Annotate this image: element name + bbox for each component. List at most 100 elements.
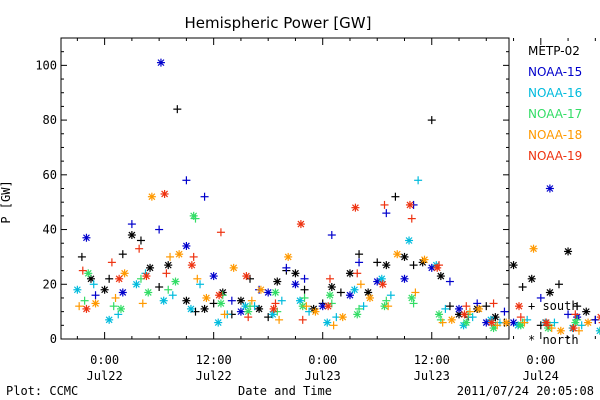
north-point [323, 318, 332, 327]
y-tick-label: 40 [43, 223, 57, 237]
north-point [236, 307, 245, 316]
north-point [455, 304, 464, 313]
south-point [118, 250, 127, 259]
south-point [89, 280, 98, 289]
south-point [500, 307, 509, 316]
north-point [82, 304, 91, 313]
legend-entry: NOAA-17 [528, 107, 582, 121]
south-point [164, 285, 173, 294]
south-point [168, 291, 177, 300]
north-point [571, 318, 580, 327]
south-point [135, 244, 144, 253]
south-point [264, 313, 273, 322]
north-point [269, 304, 278, 313]
south-point [300, 293, 309, 302]
north-point [146, 263, 155, 272]
north-point [502, 318, 511, 327]
south-point [577, 321, 586, 330]
north-point [378, 280, 387, 289]
legend-entry: NOAA-16 [528, 86, 582, 100]
south-point [216, 228, 225, 237]
north-point [214, 318, 223, 327]
south-point [155, 283, 164, 292]
south-point [155, 225, 164, 234]
south-point [550, 318, 559, 327]
north-point [447, 315, 456, 324]
north-point [118, 288, 127, 297]
south-point [77, 252, 86, 261]
north-point [420, 255, 429, 264]
south-point [336, 288, 345, 297]
north-point [475, 304, 484, 313]
north-point [491, 313, 500, 322]
south-point [384, 302, 393, 311]
north-point [542, 318, 551, 327]
north-point [82, 233, 91, 242]
south-point [409, 261, 418, 270]
north-point [405, 200, 414, 209]
north-point [175, 250, 184, 259]
footer-source: Plot: CCMC [6, 384, 78, 398]
north-point [242, 272, 251, 281]
north-point [216, 299, 225, 308]
north-point [400, 252, 409, 261]
data-points [73, 58, 600, 335]
north-point [327, 283, 336, 292]
south-point [391, 192, 400, 201]
x-tick-label-day: Jul22 [196, 369, 232, 383]
south-point [482, 302, 491, 311]
plot-frame [60, 37, 510, 340]
south-point [107, 258, 116, 267]
north-point [164, 261, 173, 270]
south-point [554, 280, 563, 289]
north-point [529, 244, 538, 253]
x-tick-label-day: Jul23 [305, 369, 341, 383]
south-point [373, 258, 382, 267]
south-point [571, 310, 580, 319]
south-point [386, 291, 395, 300]
north-point [100, 285, 109, 294]
north-point [345, 291, 354, 300]
south-point [445, 277, 454, 286]
south-point [409, 299, 418, 308]
south-point [275, 315, 284, 324]
south-point [359, 302, 368, 311]
y-tick-label: 60 [43, 168, 57, 182]
legend-entry: METP-02 [528, 44, 580, 58]
south-point [78, 266, 87, 275]
north-point [582, 307, 591, 316]
south-point [411, 288, 420, 297]
north-point [338, 313, 347, 322]
y-axis: 0 20 40 60 80 100 [35, 51, 509, 346]
north-point [462, 318, 471, 327]
south-point [298, 315, 307, 324]
south-point [189, 252, 198, 261]
north-point [160, 189, 169, 198]
south-point [325, 274, 334, 283]
north-point [351, 203, 360, 212]
south-point [244, 313, 253, 322]
north-point [215, 291, 224, 300]
south-point [573, 302, 582, 311]
y-tick-label: 0 [50, 332, 57, 346]
south-point [382, 209, 391, 218]
south-point [173, 105, 182, 114]
south-point [427, 116, 436, 125]
legend-entry: NOAA-19 [528, 149, 582, 163]
y-tick-label: 80 [43, 113, 57, 127]
north-point [556, 326, 565, 335]
north-point [400, 274, 409, 283]
south-point [220, 310, 229, 319]
y-axis-label: P [GW] [0, 180, 13, 223]
north-point [311, 307, 320, 316]
north-point [564, 247, 573, 256]
north-point [171, 277, 180, 286]
south-point [355, 304, 364, 313]
north-point [105, 315, 114, 324]
x-tick-label-time: 0:00 [90, 353, 119, 367]
south-point [414, 176, 423, 185]
north-point [353, 310, 362, 319]
south-point [438, 318, 447, 327]
north-point [159, 296, 168, 305]
north-point [545, 288, 554, 297]
